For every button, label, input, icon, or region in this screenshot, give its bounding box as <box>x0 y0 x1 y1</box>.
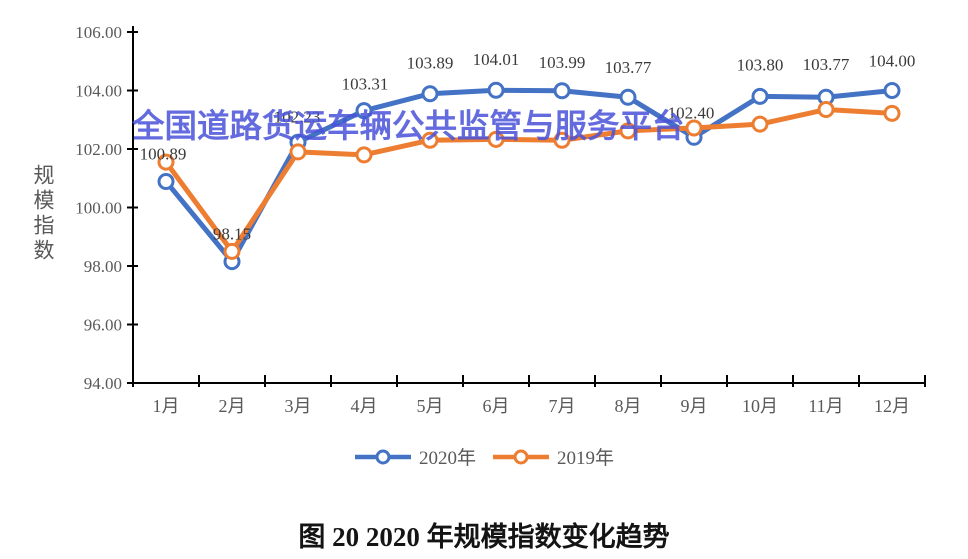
svg-text:5月: 5月 <box>417 396 444 416</box>
svg-text:103.31: 103.31 <box>342 75 389 94</box>
svg-text:103.89: 103.89 <box>407 54 454 73</box>
chart-legend: 2020年 2019年 <box>0 443 968 470</box>
svg-text:98.15: 98.15 <box>213 225 251 244</box>
svg-text:103.77: 103.77 <box>605 58 652 77</box>
svg-text:2月: 2月 <box>219 396 246 416</box>
svg-text:100.00: 100.00 <box>75 199 122 218</box>
svg-text:102.00: 102.00 <box>75 140 122 159</box>
legend-line-marker-icon-2019 <box>493 449 549 464</box>
svg-text:100.89: 100.89 <box>140 144 187 163</box>
svg-text:4月: 4月 <box>351 396 378 416</box>
svg-text:9月: 9月 <box>681 396 708 416</box>
svg-text:11月: 11月 <box>808 396 843 416</box>
svg-text:104.00: 104.00 <box>869 52 916 71</box>
svg-text:94.00: 94.00 <box>84 374 122 393</box>
svg-text:6月: 6月 <box>483 396 510 416</box>
svg-text:106.00: 106.00 <box>75 23 122 42</box>
svg-text:7月: 7月 <box>549 396 576 416</box>
svg-text:103.77: 103.77 <box>803 55 850 74</box>
svg-text:104.01: 104.01 <box>473 50 520 69</box>
svg-text:103.99: 103.99 <box>539 53 586 72</box>
svg-text:104.00: 104.00 <box>75 82 122 101</box>
y-axis-title: 规模指数 <box>31 164 55 264</box>
legend-label-2019: 2019年 <box>557 448 615 469</box>
legend-item-2019: 2019年 <box>492 443 614 470</box>
legend-line-marker-icon-2020 <box>354 449 411 464</box>
svg-text:98.00: 98.00 <box>84 257 122 276</box>
svg-text:3月: 3月 <box>285 396 312 416</box>
svg-text:12月: 12月 <box>874 396 910 416</box>
figure-caption: 图 20 2020 年规模指数变化趋势 <box>298 522 670 552</box>
svg-text:103.80: 103.80 <box>737 55 784 74</box>
watermark-text: 全国道路货运车辆公共监管与服务平台 <box>132 107 685 145</box>
svg-text:102.23: 102.23 <box>274 107 321 126</box>
svg-text:10月: 10月 <box>742 396 778 416</box>
legend-item-2020: 2020年 <box>354 443 476 470</box>
svg-text:102.40: 102.40 <box>668 103 715 122</box>
scale-index-line-chart: 94.00 96.00 98.00 100.00 102.00 104.00 106.00 1… <box>75 23 926 416</box>
svg-text:1月: 1月 <box>153 396 180 416</box>
svg-text:96.00: 96.00 <box>84 316 122 335</box>
svg-text:8月: 8月 <box>615 396 642 416</box>
legend-label-2020: 2020年 <box>418 448 476 469</box>
